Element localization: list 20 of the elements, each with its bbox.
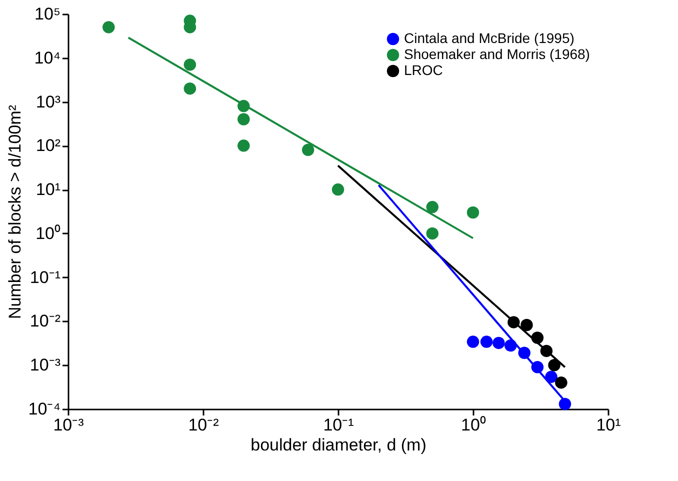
y-tick-label: 10⁻¹ [30,268,61,287]
y-tick-label: 10⁵ [34,4,60,24]
y-tick-label: 10⁴ [34,48,60,68]
y-tick-label: 10⁰ [36,224,60,243]
legend-label: LROC [404,62,443,78]
x-tick-label: 10⁻³ [53,416,84,434]
x-tick-label: 10⁻² [188,416,220,434]
y-tick-label: 10³ [36,92,61,112]
y-tick-label: 10⁻⁴ [28,400,60,418]
y-tick-label: 10⁻² [30,312,61,331]
legend-label: Cintala and McBride (1995) [404,30,574,46]
x-tick-label: 10⁻¹ [323,416,354,434]
y-tick-label: 10⁻³ [30,356,61,375]
y-tick-label: 10² [36,136,61,156]
legend-label: Shoemaker and Morris (1968) [404,46,590,62]
x-axis-title: boulder diameter, d (m) [250,436,426,454]
x-tick-label: 10¹ [596,416,622,434]
y-tick-label: 10¹ [36,180,61,200]
x-tick-label: 10⁰ [461,416,486,434]
y-axis-title: Number of blocks > d/100m² [5,104,24,320]
